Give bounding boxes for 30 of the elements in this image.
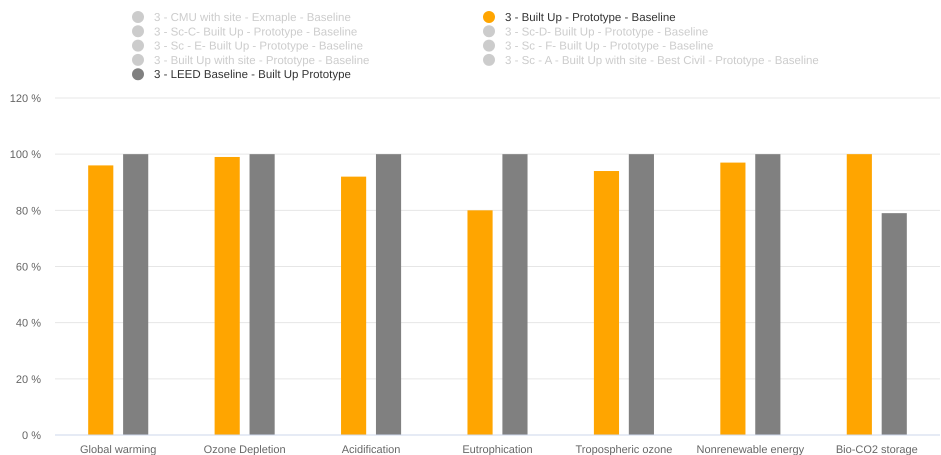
y-tick-label: 100 % xyxy=(10,149,42,162)
bar xyxy=(467,210,493,435)
bar xyxy=(594,171,620,435)
y-tick-label: 80 % xyxy=(16,205,42,218)
y-tick-label: 40 % xyxy=(16,318,42,330)
legend-label: 3 - LEED Baseline - Built Up Prototype xyxy=(154,69,351,82)
bar xyxy=(882,213,907,435)
x-tick-label: Bio-CO2 storage xyxy=(836,444,918,455)
bar xyxy=(341,176,366,435)
bar xyxy=(628,154,654,435)
x-tick-label: Global warming xyxy=(80,444,156,455)
bar xyxy=(214,156,240,435)
bar xyxy=(88,165,114,435)
x-tick-label: Ozone Depletion xyxy=(204,444,286,455)
bar xyxy=(123,154,148,435)
y-tick-label: 120 % xyxy=(10,93,42,105)
y-tick-label: 0 % xyxy=(22,430,42,442)
bar xyxy=(376,154,402,435)
y-tick-label: 20 % xyxy=(16,374,42,386)
legend-label: 3 - Built Up - Prototype - Baseline xyxy=(505,12,676,24)
bar xyxy=(250,154,275,435)
y-tick-label: 60 % xyxy=(16,262,42,274)
x-tick-label: Eutrophication xyxy=(462,444,533,455)
bar xyxy=(720,162,746,435)
bar xyxy=(755,154,780,435)
x-tick-label: Nonrenewable energy xyxy=(696,444,805,455)
x-tick-label: Tropospheric ozone xyxy=(576,444,672,455)
bar xyxy=(502,154,528,435)
x-tick-label: Acidification xyxy=(342,444,400,455)
bar xyxy=(846,154,872,435)
